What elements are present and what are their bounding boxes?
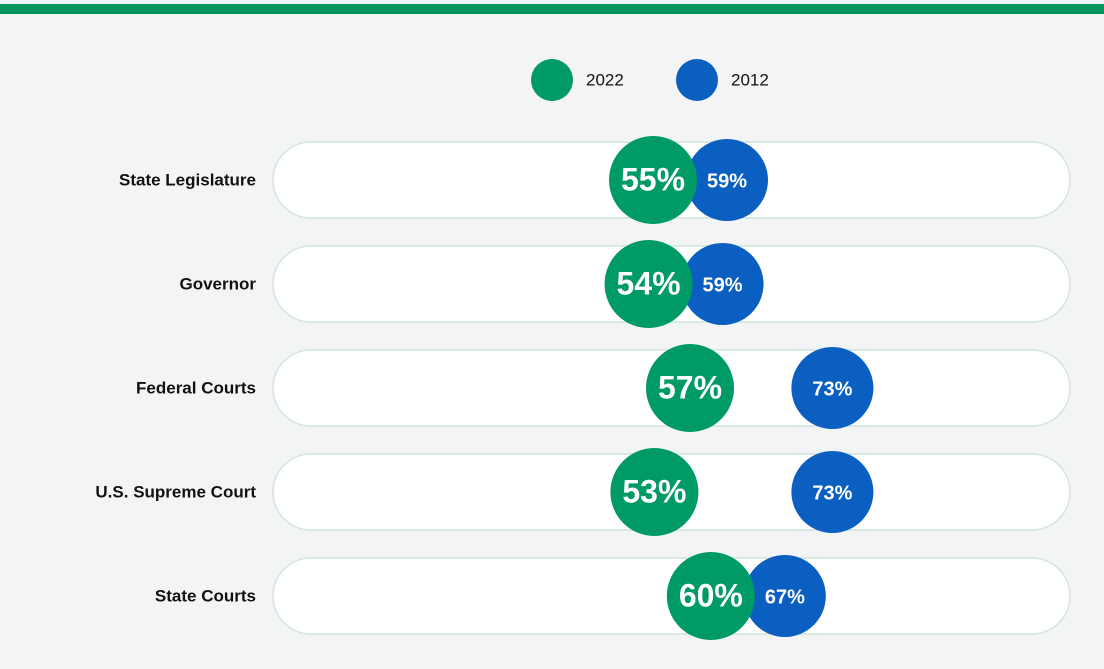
dot bbox=[681, 243, 764, 325]
legend-label: 2022 bbox=[586, 70, 624, 89]
data-label: 57% bbox=[658, 369, 722, 405]
data-label: 67% bbox=[765, 586, 805, 608]
category-label: State Courts bbox=[155, 586, 256, 605]
data-label: 59% bbox=[703, 274, 743, 296]
dot bbox=[686, 139, 768, 221]
data-label: 60% bbox=[679, 577, 743, 613]
category-label: Federal Courts bbox=[136, 378, 256, 397]
legend-label: 2012 bbox=[731, 70, 769, 89]
data-label: 73% bbox=[812, 482, 852, 504]
legend-swatch bbox=[676, 59, 718, 101]
dot bbox=[610, 448, 699, 536]
data-label: 73% bbox=[812, 378, 852, 400]
data-label: 53% bbox=[622, 473, 686, 509]
dot bbox=[743, 555, 826, 637]
dot bbox=[646, 344, 734, 432]
dot bbox=[791, 347, 874, 429]
category-label: State Legislature bbox=[119, 170, 256, 189]
data-label: 54% bbox=[617, 265, 681, 301]
category-label: Governor bbox=[179, 274, 256, 293]
top-bar bbox=[0, 4, 1104, 14]
dot bbox=[791, 451, 874, 533]
legend-swatch bbox=[531, 59, 573, 101]
dot bbox=[666, 552, 755, 640]
data-label: 55% bbox=[621, 161, 685, 197]
data-label: 59% bbox=[707, 170, 747, 192]
dot bbox=[604, 240, 693, 328]
dot bbox=[609, 136, 697, 224]
category-label: U.S. Supreme Court bbox=[95, 482, 256, 501]
